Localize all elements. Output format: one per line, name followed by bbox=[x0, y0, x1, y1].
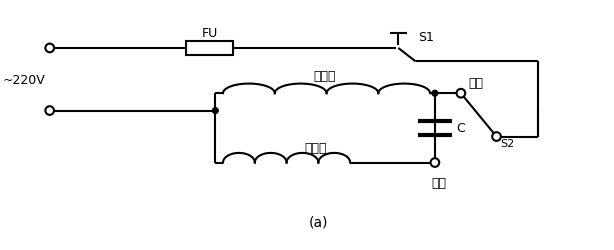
Text: ~220V: ~220V bbox=[3, 74, 46, 86]
Text: 正转: 正转 bbox=[468, 77, 484, 90]
Text: S2: S2 bbox=[500, 139, 515, 149]
Circle shape bbox=[432, 160, 438, 166]
Text: 反转: 反转 bbox=[431, 176, 446, 189]
Circle shape bbox=[430, 158, 439, 167]
Text: (a): (a) bbox=[309, 214, 328, 228]
Circle shape bbox=[212, 108, 218, 114]
Text: 主绕组: 主绕组 bbox=[314, 69, 336, 82]
Circle shape bbox=[45, 44, 54, 53]
Text: S1: S1 bbox=[419, 31, 434, 44]
Text: FU: FU bbox=[201, 27, 218, 40]
Circle shape bbox=[45, 107, 54, 116]
Circle shape bbox=[432, 91, 438, 97]
Circle shape bbox=[492, 133, 501, 141]
Circle shape bbox=[457, 90, 465, 98]
Text: C: C bbox=[456, 122, 465, 135]
Bar bbox=[187, 42, 233, 56]
Text: 副绕组: 副绕组 bbox=[304, 142, 327, 154]
